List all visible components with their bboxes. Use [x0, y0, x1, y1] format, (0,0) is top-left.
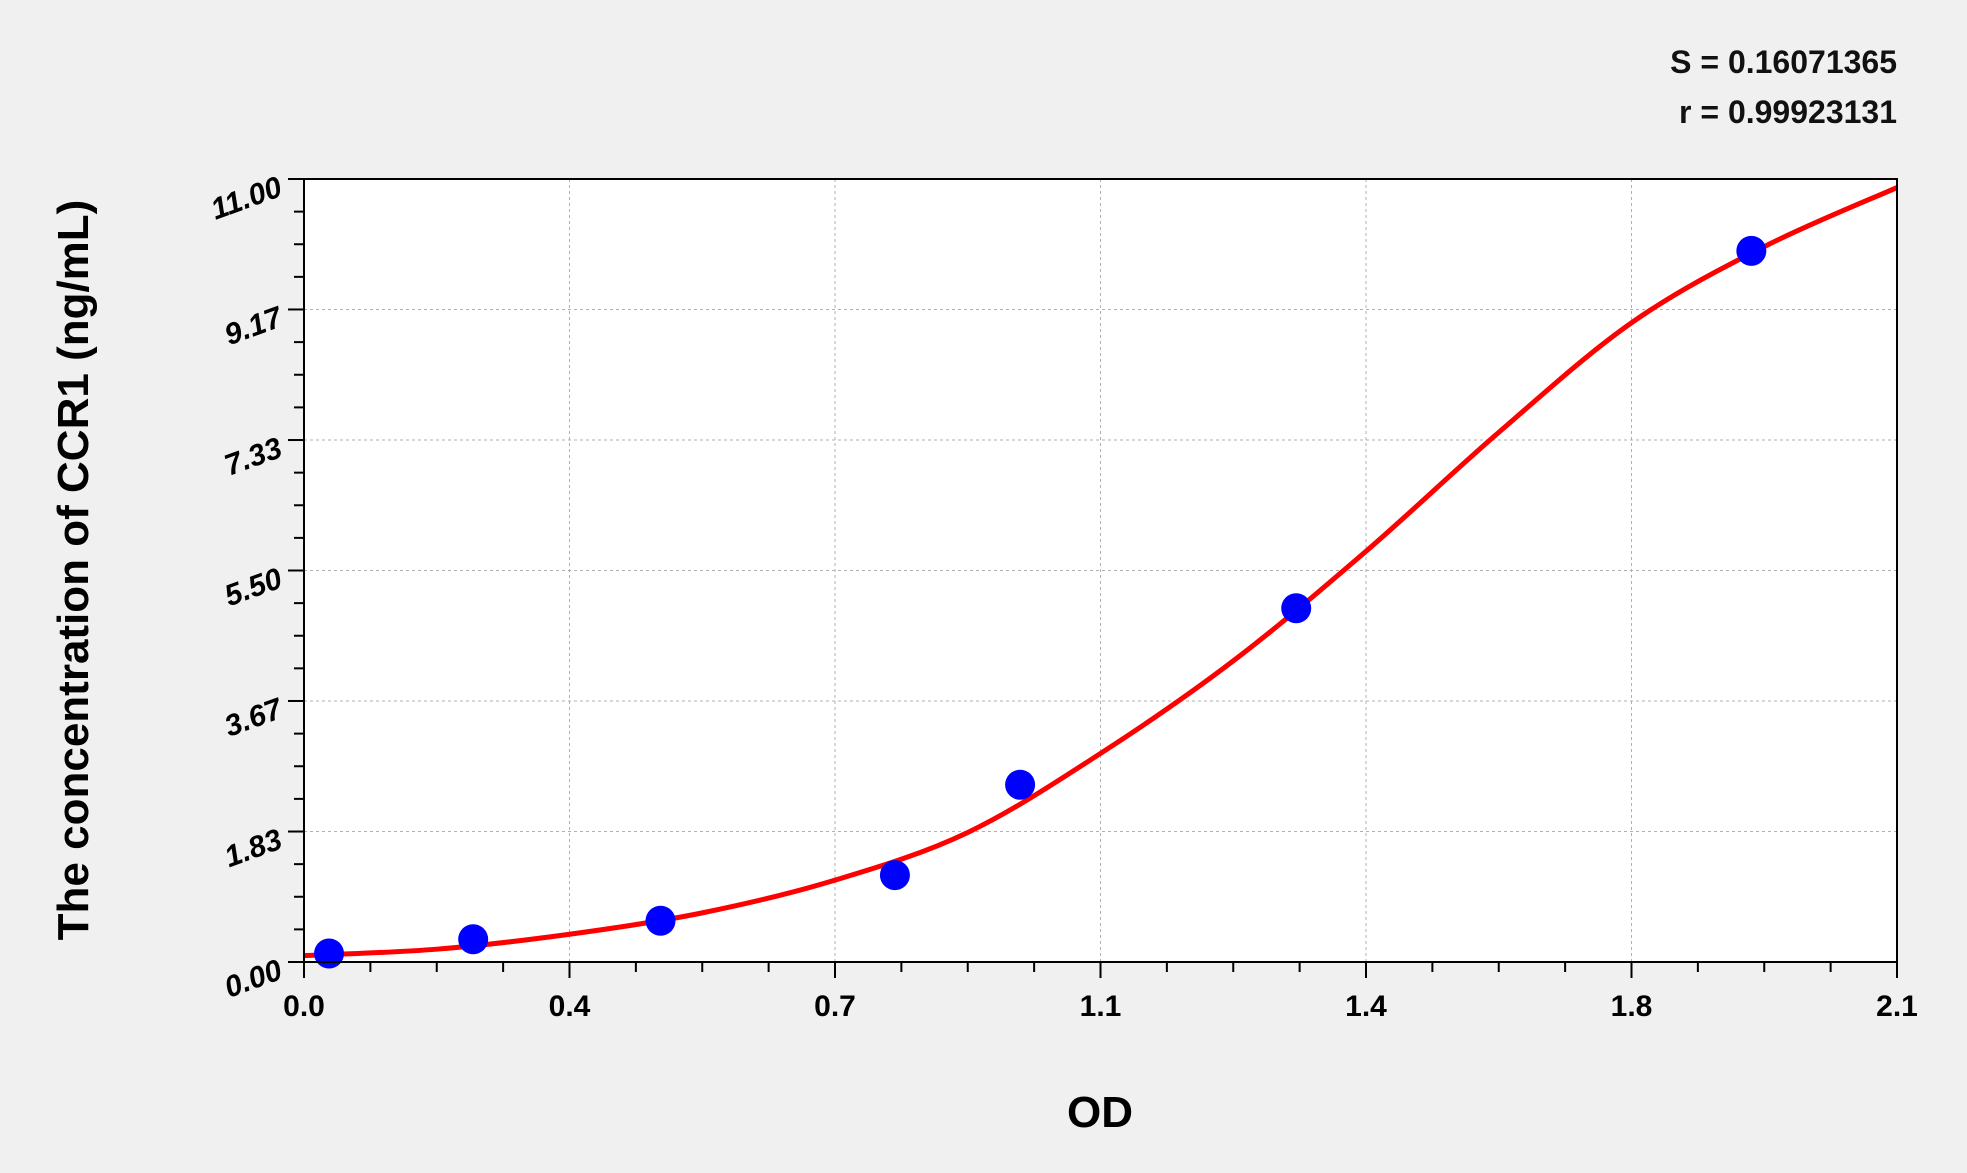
- y-tick-label: 0.00: [220, 953, 286, 1004]
- x-tick-label: 1.1: [1080, 990, 1122, 1023]
- y-tick-label: 9.17: [220, 301, 287, 352]
- y-axis-label: The concentration of CCR1 (ng/mL): [49, 200, 98, 941]
- x-tick-label: 1.8: [1611, 990, 1653, 1023]
- x-tick-label: 0.4: [549, 990, 591, 1023]
- r-value-annotation: r = 0.99923131: [1679, 94, 1897, 130]
- data-point: [458, 924, 489, 955]
- data-point: [1005, 769, 1036, 800]
- data-point: [314, 938, 345, 969]
- fit-curve: [303, 185, 1899, 959]
- y-tick-label: 7.33: [220, 431, 286, 482]
- y-tick-label: 1.83: [220, 823, 286, 874]
- x-tick-label: 1.4: [1345, 990, 1387, 1023]
- y-tick-label: 3.67: [220, 692, 287, 743]
- y-tick-label: 5.50: [220, 562, 286, 613]
- plot-frame: [303, 178, 1898, 963]
- x-tick-label: 0.7: [814, 990, 856, 1023]
- data-point: [1281, 593, 1312, 624]
- x-axis-label: OD: [1067, 1088, 1133, 1137]
- y-tick-label: 11.00: [207, 170, 287, 226]
- data-point: [879, 860, 910, 891]
- data-point: [645, 905, 676, 936]
- x-tick-label: 0.0: [283, 990, 325, 1023]
- x-tick-label: 2.1: [1876, 990, 1918, 1023]
- s-value-annotation: S = 0.16071365: [1670, 44, 1897, 80]
- data-point: [1736, 235, 1767, 266]
